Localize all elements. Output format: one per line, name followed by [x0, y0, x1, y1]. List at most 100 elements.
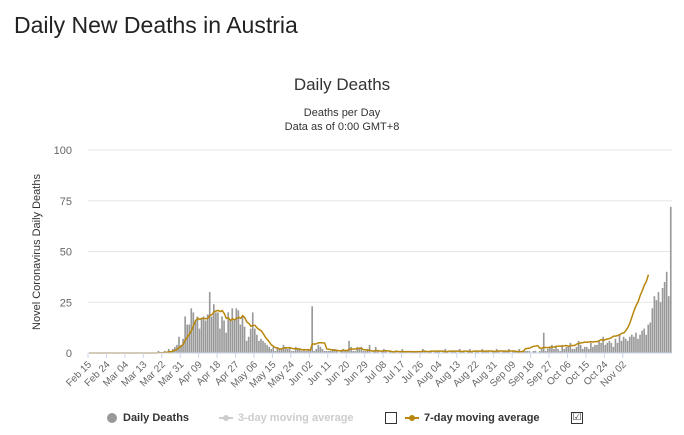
daily-deaths-bar — [286, 348, 289, 353]
daily-deaths-bar — [661, 288, 664, 353]
daily-deaths-bar — [299, 348, 301, 353]
daily-deaths-bar — [278, 348, 281, 353]
daily-deaths-bar — [538, 350, 541, 353]
daily-deaths-bar — [319, 346, 322, 353]
daily-deaths-bar — [559, 350, 561, 353]
daily-deaths-bar — [206, 314, 209, 353]
daily-deaths-bar — [663, 281, 666, 353]
daily-deaths-bar — [485, 350, 488, 353]
daily-deaths-bar — [628, 336, 631, 353]
daily-deaths-bar — [239, 324, 242, 353]
daily-deaths-bar — [268, 346, 270, 353]
daily-deaths-bar — [333, 348, 336, 353]
daily-deaths-bar — [549, 346, 551, 353]
daily-deaths-bar — [313, 350, 316, 353]
daily-deaths-bar — [430, 350, 432, 353]
daily-deaths-bar — [262, 340, 264, 353]
legend-seven-day-average[interactable]: 7-day moving average — [405, 412, 540, 424]
chart-subtitle-line1: Deaths per Day — [303, 107, 381, 119]
daily-deaths-bar — [309, 350, 311, 353]
seven-day-average-line — [89, 274, 650, 354]
daily-deaths-bar — [362, 350, 365, 353]
daily-deaths-bar — [467, 350, 469, 353]
daily-deaths-bar — [544, 350, 547, 353]
daily-deaths-bar — [442, 350, 445, 353]
daily-deaths-bar — [340, 350, 342, 353]
legend-daily-deaths-label: Daily Deaths — [123, 412, 190, 424]
daily-deaths-bar — [157, 350, 160, 353]
daily-deaths-bar — [348, 340, 350, 353]
ma7-checkbox[interactable]: ☑ — [571, 412, 583, 424]
daily-deaths-bar — [641, 330, 643, 353]
daily-deaths-bar — [534, 350, 537, 353]
legend-daily-deaths[interactable]: Daily Deaths — [107, 412, 189, 424]
daily-deaths-bar — [665, 271, 668, 353]
daily-deaths-bar — [657, 292, 660, 353]
daily-deaths-bar — [620, 340, 623, 353]
daily-deaths-bar — [180, 344, 182, 353]
daily-deaths-bar — [438, 350, 441, 353]
daily-deaths-bar — [233, 320, 236, 353]
daily-deaths-bar — [270, 348, 273, 353]
daily-deaths-bar — [389, 350, 391, 353]
daily-deaths-bar — [258, 340, 260, 353]
y-tick-label: 25 — [60, 297, 72, 309]
daily-deaths-bar — [655, 300, 658, 353]
daily-deaths-bar — [346, 350, 348, 353]
daily-deaths-bar — [231, 308, 234, 353]
daily-deaths-bar — [483, 350, 486, 353]
y-tick-label: 0 — [66, 348, 72, 360]
daily-deaths-bar — [643, 328, 645, 353]
y-tick-label: 75 — [60, 196, 72, 208]
daily-deaths-bar — [276, 346, 279, 353]
daily-deaths-bar — [303, 348, 305, 353]
legend-three-day-average-label: 3-day moving average — [238, 412, 354, 424]
daily-deaths-bar — [600, 342, 602, 353]
daily-deaths-bar — [223, 320, 225, 353]
daily-deaths-bar — [592, 346, 594, 353]
daily-deaths-bar — [376, 350, 379, 353]
daily-deaths-bar — [434, 350, 436, 353]
daily-deaths-bar — [247, 336, 250, 353]
daily-deaths-bar — [540, 348, 543, 353]
daily-deaths-bar — [462, 350, 465, 353]
daily-deaths-bar — [528, 350, 531, 353]
daily-deaths-bar — [565, 346, 568, 353]
daily-deaths-bar — [610, 342, 613, 353]
daily-deaths-bar — [575, 346, 578, 353]
daily-deaths-bar — [315, 348, 318, 353]
daily-deaths-bar — [557, 348, 559, 353]
daily-deaths-bar — [542, 332, 545, 353]
daily-deaths-bar — [514, 350, 516, 353]
legend-three-day-average[interactable]: 3-day moving average — [219, 412, 354, 424]
daily-deaths-bar — [524, 350, 527, 353]
daily-deaths-bar — [274, 350, 277, 353]
daily-deaths-bar — [372, 350, 375, 353]
daily-deaths-bar — [198, 328, 201, 353]
daily-deaths-bars — [157, 206, 672, 353]
daily-deaths-bar — [213, 304, 215, 353]
daily-deaths-bar — [354, 350, 357, 353]
daily-deaths-bar — [577, 340, 580, 353]
daily-deaths-bar — [555, 346, 557, 353]
daily-deaths-bar — [327, 350, 330, 353]
daily-deaths-bar — [317, 344, 320, 353]
daily-deaths-bar — [321, 348, 324, 353]
daily-deaths-bar — [219, 328, 221, 353]
daily-deaths-bar — [587, 348, 590, 353]
daily-deaths-bar — [424, 350, 426, 353]
daily-deaths-bar — [608, 340, 611, 353]
daily-deaths-bar — [553, 348, 555, 353]
daily-deaths-bar — [604, 344, 607, 353]
ma3-checkbox[interactable] — [385, 412, 397, 424]
daily-deaths-bar — [606, 342, 609, 353]
daily-deaths-bar — [215, 312, 217, 353]
daily-deaths-bar — [329, 350, 332, 353]
daily-deaths-bar — [202, 316, 205, 353]
daily-deaths-bar — [612, 346, 615, 353]
daily-deaths-bar — [452, 350, 455, 353]
daily-deaths-bar — [364, 350, 367, 353]
daily-deaths-bar — [358, 348, 361, 353]
